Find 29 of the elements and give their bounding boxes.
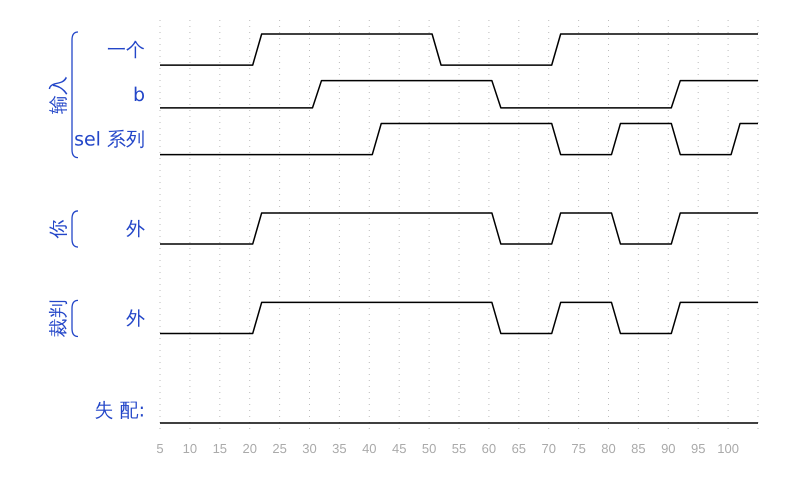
x-tick-label: 50 bbox=[422, 441, 436, 456]
x-tick-label: 25 bbox=[272, 441, 287, 456]
x-tick-label: 5 bbox=[156, 441, 164, 456]
text: 输入 bbox=[48, 76, 70, 114]
series-label: sel 系列 bbox=[74, 128, 145, 151]
x-tick-label: 75 bbox=[571, 441, 586, 456]
x-tick-label: 15 bbox=[212, 441, 228, 456]
x-tick-label: 10 bbox=[182, 441, 198, 456]
series-label: 外 bbox=[126, 308, 145, 330]
x-tick-label: 80 bbox=[601, 441, 616, 456]
text: 你 bbox=[48, 220, 70, 240]
text: 裁判 bbox=[48, 299, 70, 338]
series-label: 外 bbox=[126, 218, 145, 240]
series-label: 一个 bbox=[107, 39, 145, 62]
x-tick-label: 55 bbox=[452, 441, 466, 456]
x-tick-label: 100 bbox=[717, 441, 739, 456]
x-tick-label: 95 bbox=[690, 441, 706, 456]
x-tick-label: 40 bbox=[362, 441, 377, 456]
x-tick-label: 65 bbox=[512, 441, 526, 456]
series-label: b bbox=[132, 84, 145, 106]
x-tick-label: 60 bbox=[482, 441, 496, 456]
x-tick-label: 90 bbox=[661, 441, 676, 456]
x-tick-label: 20 bbox=[242, 441, 257, 456]
x-tick-label: 45 bbox=[392, 441, 406, 456]
x-tick-label: 35 bbox=[332, 441, 347, 456]
x-tick-label: 30 bbox=[302, 441, 317, 456]
x-tick-label: 70 bbox=[541, 441, 556, 456]
x-tick-label: 85 bbox=[631, 441, 646, 456]
series-label: 失 配: bbox=[94, 400, 145, 422]
